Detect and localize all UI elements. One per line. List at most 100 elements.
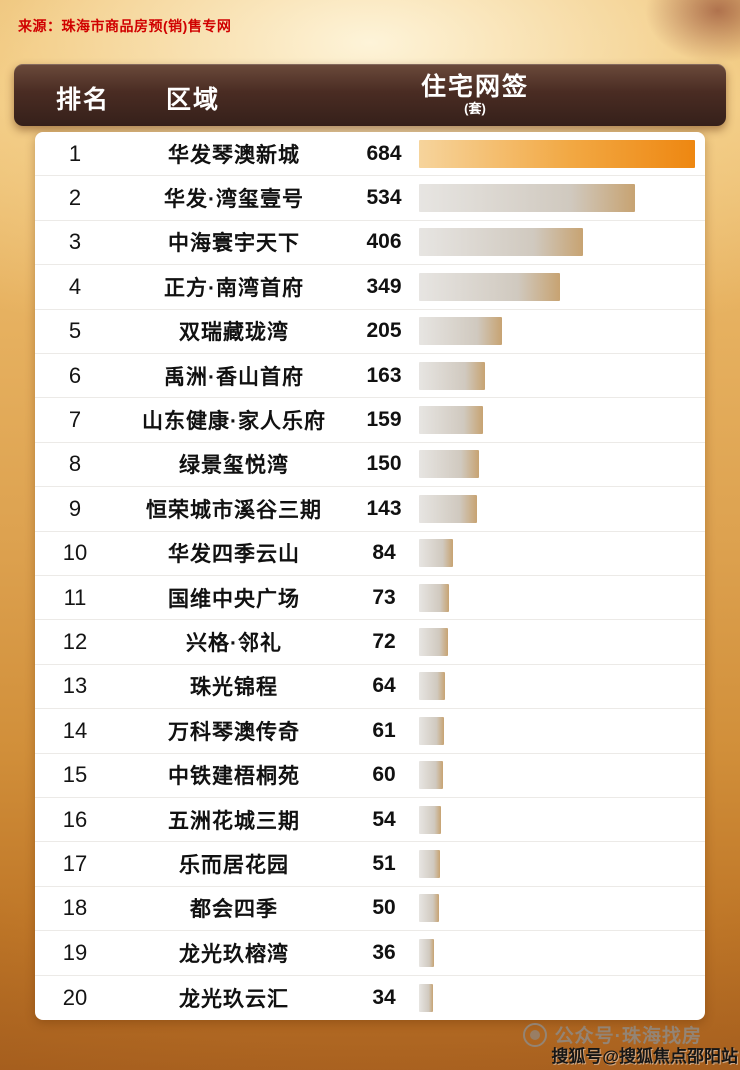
table-row: 9 恒荣城市溪谷三期 143	[35, 487, 705, 532]
bar-track	[419, 184, 695, 213]
project-name-cell: 都会四季	[190, 898, 278, 922]
value-cell: 34	[372, 985, 396, 1009]
value-cell: 50	[372, 896, 396, 920]
value-bar	[419, 716, 444, 745]
bar-track	[419, 272, 695, 301]
value-cell: 51	[372, 852, 396, 876]
bar-track	[419, 983, 695, 1012]
rank-cell: 9	[68, 495, 82, 521]
bar-track	[419, 672, 695, 701]
value-bar	[419, 361, 485, 390]
project-name-cell: 正方·南湾首府	[164, 276, 304, 300]
value-bar	[419, 139, 695, 168]
value-bar	[419, 805, 441, 834]
value-cell: 349	[366, 274, 402, 298]
bar-track	[419, 317, 695, 346]
value-cell: 54	[372, 807, 396, 831]
bar-track	[419, 539, 695, 568]
project-name-cell: 华发·湾玺壹号	[164, 188, 304, 212]
value-bar	[419, 406, 484, 435]
bar-track	[419, 716, 695, 745]
table-row: 14 万科琴澳传奇 61	[35, 709, 705, 754]
header-rank-label: 排名	[56, 86, 111, 114]
value-bar	[419, 184, 635, 213]
watermark-text: 公众号·珠海找房	[554, 1026, 702, 1047]
value-bar	[419, 494, 477, 523]
bar-track	[419, 805, 695, 834]
rank-cell: 2	[68, 185, 82, 211]
value-cell: 60	[372, 763, 396, 787]
bar-track	[419, 761, 695, 790]
project-name-cell: 乐而居花园	[179, 854, 289, 878]
project-name-cell: 恒荣城市溪谷三期	[146, 498, 322, 522]
value-bar	[419, 850, 440, 879]
rank-cell: 4	[68, 273, 82, 299]
watermark: 公众号·珠海找房	[522, 1021, 702, 1048]
rank-cell: 12	[62, 629, 88, 655]
value-bar	[419, 317, 502, 346]
rank-cell: 11	[63, 584, 87, 610]
table-row: 12 兴格·邻礼 72	[35, 620, 705, 665]
project-name-cell: 万科琴澳传奇	[168, 720, 300, 744]
bar-track	[419, 406, 695, 435]
table-row: 10 华发四季云山 84	[35, 532, 705, 576]
value-bar	[419, 272, 560, 301]
project-name-cell: 国维中央广场	[168, 587, 300, 611]
value-cell: 684	[366, 141, 402, 165]
table-row: 18 都会四季 50	[35, 887, 705, 932]
project-name-cell: 华发四季云山	[168, 543, 300, 567]
table-row: 8 绿景玺悦湾 150	[35, 443, 705, 488]
value-cell: 205	[366, 319, 402, 343]
value-bar	[419, 628, 448, 657]
table-row: 19 龙光玖榕湾 36	[35, 931, 705, 976]
table-row: 16 五洲花城三期 54	[35, 798, 705, 843]
project-name-cell: 兴格·邻礼	[186, 632, 282, 656]
value-cell: 143	[366, 496, 402, 520]
value-bar	[419, 450, 480, 479]
bar-track	[419, 450, 695, 479]
table-row: 2 华发·湾玺壹号 534	[35, 176, 705, 221]
header-unit-label: (套)	[464, 101, 486, 116]
value-bar	[419, 583, 449, 612]
project-name-cell: 绿景玺悦湾	[179, 454, 289, 478]
table-row: 6 禹洲·香山首府 163	[35, 354, 705, 399]
table-row: 4 正方·南湾首府 349	[35, 265, 705, 310]
project-name-cell: 华发琴澳新城	[168, 143, 300, 167]
rank-cell: 3	[68, 229, 82, 255]
header-area-label: 区域	[166, 86, 221, 114]
table-row: 5 双瑞藏珑湾 205	[35, 310, 705, 354]
rank-cell: 8	[68, 451, 82, 477]
rank-cell: 5	[68, 318, 82, 344]
header-value-label-group: 住宅网签 (套)	[385, 73, 565, 116]
bar-track	[419, 228, 695, 257]
table-row: 11 国维中央广场 73	[35, 576, 705, 621]
value-cell: 61	[372, 718, 396, 742]
value-bar	[419, 539, 453, 568]
rank-cell: 17	[62, 851, 88, 877]
project-name-cell: 中铁建梧桐苑	[168, 765, 300, 789]
rank-cell: 15	[62, 762, 88, 788]
project-name-cell: 五洲花城三期	[168, 809, 300, 833]
bar-track	[419, 628, 695, 657]
value-cell: 73	[372, 585, 396, 609]
bar-track	[419, 894, 695, 923]
bar-track	[419, 139, 695, 168]
header-value-label: 住宅网签	[420, 73, 529, 101]
value-cell: 72	[372, 630, 396, 654]
value-cell: 64	[372, 674, 396, 698]
value-cell: 84	[372, 541, 396, 565]
value-cell: 36	[372, 940, 396, 964]
project-name-cell: 禹洲·香山首府	[164, 365, 304, 389]
rank-cell: 18	[62, 895, 88, 921]
rank-cell: 1	[68, 140, 82, 166]
table-row: 7 山东健康·家人乐府 159	[35, 398, 705, 443]
rank-cell: 14	[62, 717, 88, 743]
table-row: 20 龙光玖云汇 34	[35, 976, 705, 1020]
project-name-cell: 中海寰宇天下	[168, 232, 300, 256]
value-bar	[419, 983, 433, 1012]
project-name-cell: 双瑞藏珑湾	[179, 321, 289, 345]
project-name-cell: 珠光锦程	[190, 676, 278, 700]
rank-cell: 10	[62, 540, 88, 566]
rank-cell: 13	[62, 673, 88, 699]
